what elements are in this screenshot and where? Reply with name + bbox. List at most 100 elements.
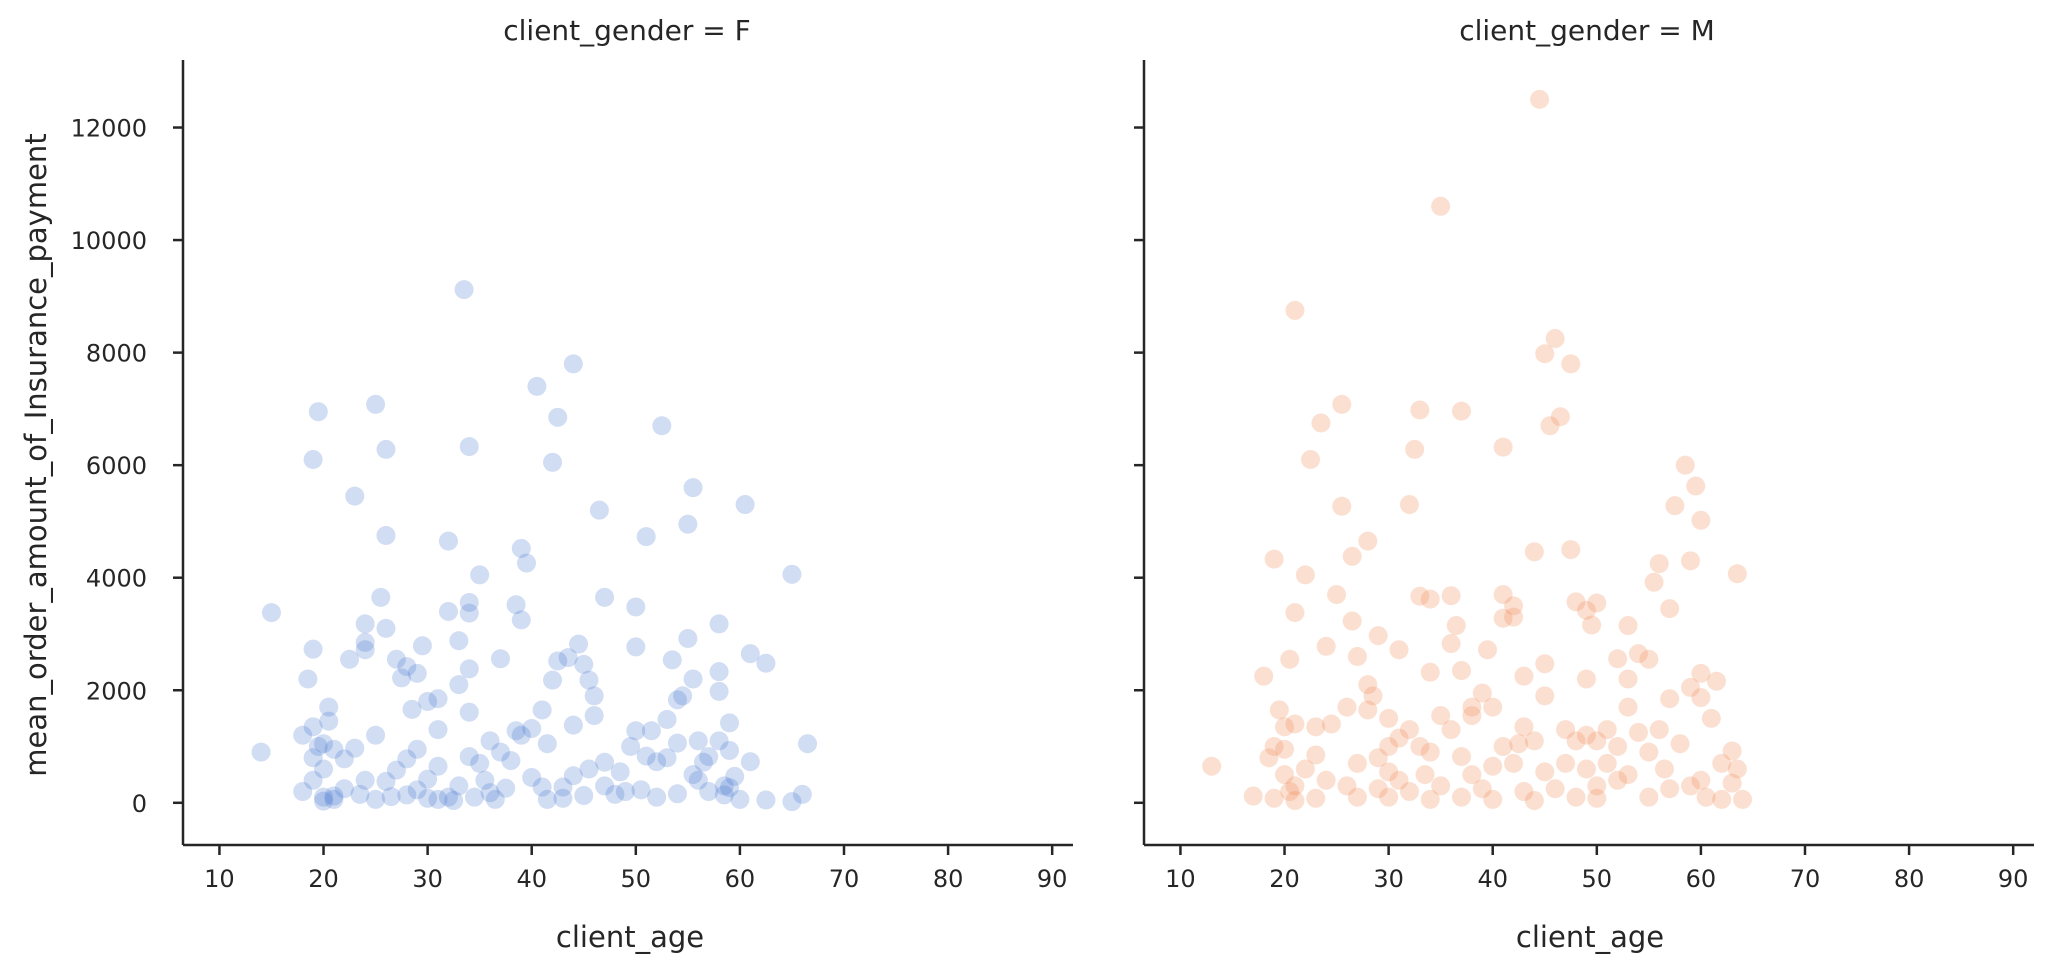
scatter-point-male (1410, 586, 1430, 606)
scatter-point-male (1269, 700, 1289, 720)
scatter-point-male (1462, 765, 1482, 785)
scatter-point-female (444, 791, 464, 811)
y-tick-label-female: 0 (132, 790, 147, 818)
scatter-point-male (1399, 782, 1419, 802)
scatter-point-female (501, 751, 521, 771)
scatter-point-female (543, 452, 563, 472)
scatter-point-female (386, 760, 406, 780)
scatter-point-female (303, 639, 323, 659)
scatter-point-female (428, 789, 448, 809)
scatter-point-male (1535, 344, 1555, 364)
scatter-point-female (480, 783, 500, 803)
scatter-point-male (1358, 700, 1378, 720)
scatter-point-female (537, 734, 557, 754)
scatter-point-female (647, 787, 667, 807)
scatter-point-female (699, 782, 719, 802)
scatter-point-female (475, 770, 495, 790)
scatter-point-male (1545, 329, 1565, 349)
scatter-point-female (610, 762, 630, 782)
scatter-point-male (1535, 654, 1555, 674)
scatter-point-female (412, 636, 432, 656)
scatter-point-female (548, 651, 568, 671)
scatter-point-male (1264, 549, 1284, 569)
y-tick-label-female: 4000 (86, 565, 147, 593)
scatter-point-male (1259, 748, 1279, 768)
scatter-point-male (1451, 787, 1471, 807)
x-tick-label-male: 50 (1582, 865, 1613, 893)
scatter-point-female (709, 681, 729, 701)
scatter-point-female (438, 601, 458, 621)
scatter-point-female (261, 603, 281, 623)
scatter-point-male (1654, 759, 1674, 779)
scatter-point-male (1332, 394, 1352, 414)
scatter-point-female (553, 777, 573, 797)
scatter-point-male (1680, 677, 1700, 697)
scatter-point-female (579, 759, 599, 779)
scatter-point-female (657, 710, 677, 730)
scatter-point-female (584, 686, 604, 706)
scatter-point-female (319, 711, 339, 731)
scatter-point-male (1514, 782, 1534, 802)
scatter-point-female (485, 789, 505, 809)
scatter-point-female (459, 603, 479, 623)
scatter-point-male (1524, 791, 1544, 811)
scatter-point-male (1493, 608, 1513, 628)
scatter-point-male (1540, 416, 1560, 436)
scatter-point-female (662, 650, 682, 670)
scatter-point-female (792, 784, 812, 804)
scatter-point-female (376, 618, 396, 638)
scatter-point-male (1280, 649, 1300, 669)
scatter-point-female (397, 785, 417, 805)
scatter-point-male (1514, 666, 1534, 686)
scatter-point-female (626, 637, 646, 657)
scatter-point-female (548, 407, 568, 427)
scatter-point-male (1420, 589, 1440, 609)
scatter-point-male (1691, 688, 1711, 708)
scatter-point-female (589, 500, 609, 520)
scatter-point-male (1462, 706, 1482, 726)
scatter-point-female (667, 733, 687, 753)
x-tick-label-female: 70 (829, 865, 860, 893)
scatter-point-female (314, 759, 334, 779)
scatter-point-male (1576, 759, 1596, 779)
scatter-point-female (470, 753, 490, 773)
scatter-point-female (418, 692, 438, 712)
scatter-point-male (1472, 683, 1492, 703)
scatter-point-female (366, 789, 386, 809)
x-tick-label-male: 30 (1373, 865, 1404, 893)
scatter-point-female (459, 592, 479, 612)
scatter-point-female (308, 737, 328, 757)
scatter-point-male (1462, 697, 1482, 717)
scatter-point-female (511, 538, 531, 558)
scatter-point-male (1389, 728, 1409, 748)
scatter-point-male (1389, 770, 1409, 790)
scatter-point-female (303, 450, 323, 470)
scatter-point-male (1327, 585, 1347, 605)
scatter-point-male (1504, 607, 1524, 627)
y-tick-label-female: 6000 (86, 452, 147, 480)
scatter-point-male (1514, 717, 1534, 737)
scatter-point-male (1264, 788, 1284, 808)
scatter-point-male (1644, 572, 1664, 592)
scatter-point-male (1243, 786, 1263, 806)
scatter-point-female (314, 787, 334, 807)
scatter-point-male (1399, 495, 1419, 515)
scatter-point-female (397, 749, 417, 769)
scatter-point-female (657, 748, 677, 768)
scatter-point-female (506, 595, 526, 615)
scatter-point-female (418, 788, 438, 808)
scatter-point-female (667, 690, 687, 710)
scatter-point-male (1545, 779, 1565, 799)
scatter-point-female (563, 715, 583, 735)
scatter-point-male (1639, 649, 1659, 669)
scatter-point-male (1628, 644, 1648, 664)
scatter-point-female (293, 782, 313, 802)
scatter-point-female (376, 526, 396, 546)
scatter-point-female (714, 776, 734, 796)
scatter-point-male (1587, 593, 1607, 613)
scatter-point-male (1696, 787, 1716, 807)
scatter-point-female (355, 632, 375, 652)
scatter-point-female (340, 649, 360, 669)
scatter-point-female (563, 354, 583, 374)
scatter-point-female (314, 791, 334, 811)
